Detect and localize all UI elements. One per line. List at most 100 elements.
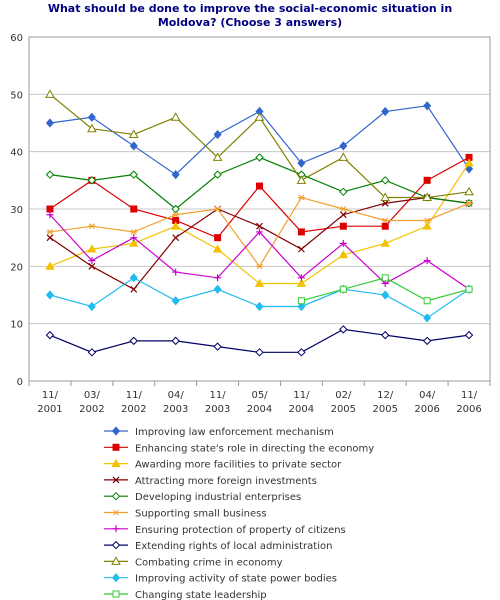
data-point — [381, 222, 389, 230]
data-point — [46, 205, 54, 213]
x-tick-label: 04/ — [419, 390, 436, 401]
data-point — [297, 245, 305, 253]
data-point — [45, 170, 55, 179]
series-line — [49, 196, 470, 291]
series-0 — [45, 101, 474, 180]
data-point — [130, 234, 138, 242]
x-tick-label: 2002 — [79, 404, 104, 415]
data-point — [297, 274, 305, 282]
x-tick-label: 11/ — [42, 390, 59, 401]
data-point — [130, 205, 138, 213]
legend-label: Improving law enforcement mechanism — [135, 427, 334, 438]
data-point — [87, 123, 97, 133]
data-point — [129, 141, 138, 151]
x-tick-label: 2006 — [456, 404, 481, 415]
data-point — [464, 330, 474, 340]
data-point — [381, 199, 389, 207]
x-tick-label: 2004 — [289, 404, 314, 415]
legend-marker — [111, 540, 121, 550]
data-point — [214, 234, 222, 242]
data-point — [170, 112, 181, 121]
data-point — [381, 106, 390, 117]
legend-label: Supporting small business — [135, 509, 267, 520]
x-tick-label: 2006 — [414, 404, 439, 415]
x-tick-label: 12/ — [377, 390, 394, 401]
data-point — [297, 297, 305, 305]
data-point — [129, 170, 138, 179]
data-point — [381, 176, 390, 185]
x-tick-label: 04/ — [168, 390, 185, 401]
legend-marker — [112, 443, 120, 451]
data-point — [254, 112, 265, 121]
series-10 — [297, 274, 473, 305]
data-point — [130, 229, 138, 235]
legend-item: Supporting small business — [104, 509, 267, 520]
data-point — [339, 141, 348, 151]
data-point — [339, 285, 347, 293]
legend-item: Improving activity of state power bodies — [104, 573, 337, 585]
legend-label: Changing state leadership — [135, 590, 267, 600]
chart-title-line1: What should be done to improve the socia… — [48, 2, 452, 15]
data-point — [338, 250, 349, 259]
data-point — [172, 268, 180, 276]
data-point — [45, 330, 55, 340]
data-point — [87, 176, 97, 185]
data-point — [297, 158, 306, 168]
data-point — [381, 217, 389, 224]
data-point — [129, 238, 139, 247]
series-7 — [45, 325, 474, 357]
data-point — [45, 261, 55, 270]
legend-item: Ensuring protection of property of citiz… — [104, 525, 346, 536]
legend-label: Combating crime in economy — [135, 557, 283, 568]
data-point — [254, 278, 265, 287]
data-point — [213, 129, 222, 140]
series-6 — [46, 211, 473, 293]
data-point — [213, 342, 222, 351]
y-tick-label: 60 — [10, 33, 23, 44]
data-point — [214, 274, 222, 282]
y-tick-label: 10 — [10, 320, 23, 331]
x-tick-label: 2005 — [373, 404, 398, 415]
data-point — [339, 325, 348, 334]
data-point — [256, 228, 263, 236]
data-point — [464, 186, 474, 196]
x-tick-label: 11/ — [126, 390, 143, 401]
data-point — [213, 170, 222, 179]
data-point — [46, 229, 54, 235]
data-point — [339, 239, 347, 247]
data-point — [87, 244, 97, 253]
data-point — [130, 285, 138, 293]
legend-label: Ensuring protection of property of citiz… — [135, 525, 346, 536]
data-point — [255, 153, 264, 162]
legend-label: Improving activity of state power bodies — [135, 574, 337, 585]
legend-label: Attracting more foreign investments — [135, 476, 317, 487]
legend-marker — [111, 426, 121, 436]
legend-marker — [111, 573, 121, 583]
data-point — [87, 348, 97, 357]
y-tick-label: 50 — [10, 90, 23, 101]
data-point — [255, 301, 264, 312]
data-point — [172, 234, 180, 242]
data-point — [380, 192, 391, 202]
legend-marker — [112, 590, 120, 598]
data-point — [297, 228, 305, 236]
legend-marker — [111, 556, 121, 565]
data-point — [172, 211, 180, 218]
data-point — [381, 274, 389, 282]
data-point — [45, 118, 54, 128]
data-point — [339, 206, 347, 212]
data-point — [338, 152, 349, 161]
legend-item: Improving law enforcement mechanism — [104, 426, 334, 438]
x-tick-label: 2005 — [331, 404, 356, 415]
data-point — [87, 301, 96, 312]
x-tick-label: 11/ — [461, 390, 478, 401]
data-point — [46, 234, 54, 242]
data-point — [212, 152, 223, 161]
data-point — [423, 176, 431, 184]
y-tick-label: 40 — [10, 148, 23, 159]
x-tick-label: 2002 — [121, 404, 146, 415]
data-point — [297, 301, 306, 312]
x-tick-label: 2003 — [205, 404, 230, 415]
data-point — [465, 285, 473, 293]
data-point — [464, 158, 474, 167]
